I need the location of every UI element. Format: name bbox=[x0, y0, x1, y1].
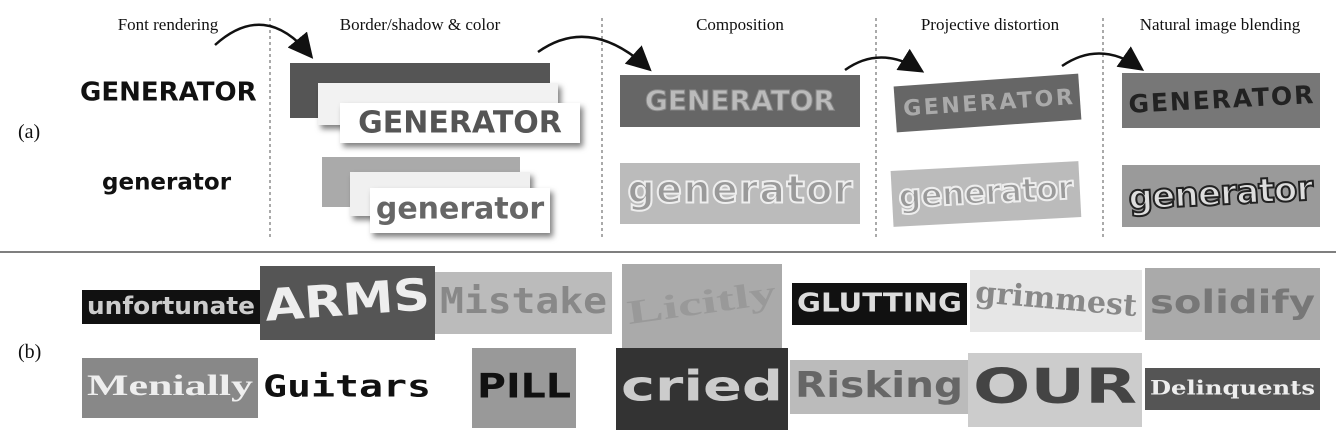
sample-box bbox=[616, 348, 788, 430]
word: generator bbox=[628, 168, 853, 212]
sample-box bbox=[622, 264, 782, 348]
panel-label: (b) bbox=[18, 341, 41, 363]
sample-word: OUR bbox=[973, 359, 1137, 415]
word-box bbox=[620, 75, 860, 127]
sample-word: cried bbox=[621, 362, 783, 411]
arrows bbox=[214, 23, 1145, 73]
word-box bbox=[620, 163, 860, 224]
sample-word: solidify bbox=[1150, 283, 1315, 321]
word: GENERATOR bbox=[645, 84, 835, 117]
sample-box bbox=[435, 272, 612, 334]
sample-box bbox=[260, 266, 435, 340]
word: generator bbox=[897, 168, 1074, 215]
sample-box bbox=[790, 360, 968, 414]
sample-box bbox=[792, 283, 967, 325]
layer bbox=[370, 188, 550, 233]
word-box bbox=[1122, 165, 1320, 227]
sample-box bbox=[968, 353, 1142, 427]
layer bbox=[340, 103, 580, 143]
sample-word: Risking bbox=[795, 365, 963, 406]
word: GENERATOR bbox=[80, 78, 257, 108]
stage-header: Natural image blending bbox=[1140, 15, 1301, 34]
sample-word: Menially bbox=[87, 369, 253, 402]
sample-box bbox=[970, 270, 1142, 332]
word-box bbox=[893, 73, 1082, 133]
word-box bbox=[890, 161, 1082, 227]
stage-header: Composition bbox=[696, 15, 784, 34]
panel-label: (a) bbox=[18, 121, 40, 143]
sample-word: Guitars bbox=[263, 370, 431, 405]
stage-header: Projective distortion bbox=[921, 15, 1060, 34]
sample-word: PILL bbox=[477, 367, 571, 407]
sample-word: Mistake bbox=[440, 281, 607, 322]
stage-header: Border/shadow & color bbox=[340, 15, 501, 34]
sample-box bbox=[82, 290, 260, 324]
sample-box bbox=[82, 358, 258, 418]
sample-word: unfortunate bbox=[87, 292, 255, 320]
word-box bbox=[1122, 73, 1320, 128]
sample-box bbox=[1145, 268, 1320, 340]
sample-box bbox=[258, 368, 436, 408]
sample-box bbox=[472, 348, 576, 428]
sample-word: Delinquents bbox=[1150, 376, 1315, 400]
sample-box bbox=[1145, 368, 1320, 410]
word: generator bbox=[1128, 169, 1315, 219]
sample-word: GLUTTING bbox=[797, 289, 962, 319]
stage-header: Font rendering bbox=[118, 15, 219, 34]
word: GENERATOR bbox=[358, 106, 562, 141]
word: generator bbox=[102, 170, 232, 196]
word: generator bbox=[376, 192, 545, 227]
sample-word: ARMS bbox=[263, 269, 431, 331]
